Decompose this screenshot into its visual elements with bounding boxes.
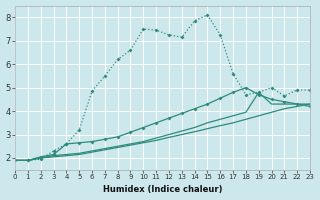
X-axis label: Humidex (Indice chaleur): Humidex (Indice chaleur)	[103, 185, 222, 194]
